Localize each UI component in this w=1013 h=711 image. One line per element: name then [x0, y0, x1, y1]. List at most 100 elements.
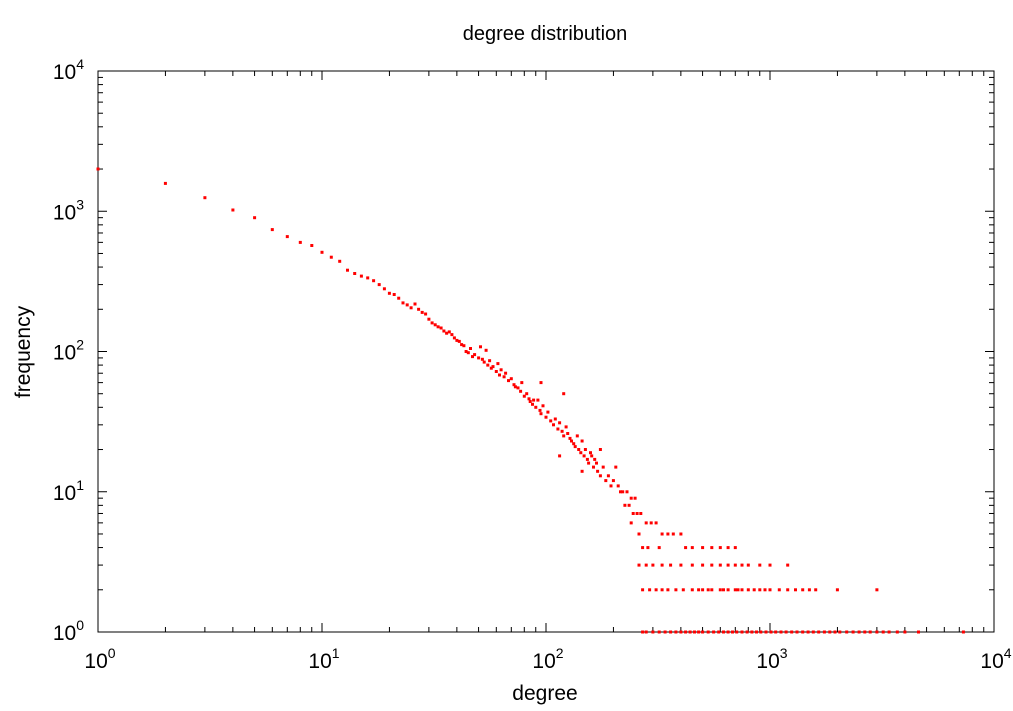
data-point — [433, 323, 437, 327]
data-point — [814, 588, 818, 592]
data-point — [469, 347, 472, 350]
data-point — [575, 434, 579, 438]
data-point — [806, 630, 810, 634]
data-point — [674, 630, 678, 634]
data-point — [489, 366, 493, 370]
data-point — [717, 630, 721, 634]
data-point — [648, 588, 652, 592]
data-point — [641, 630, 645, 634]
data-point — [752, 588, 756, 592]
data-point — [690, 563, 694, 567]
data-point — [733, 563, 737, 567]
data-point — [701, 630, 705, 634]
data-point — [701, 563, 705, 567]
data-point — [546, 410, 550, 414]
data-point — [516, 386, 520, 390]
data-point — [494, 370, 498, 373]
data-point — [285, 235, 289, 239]
data-point — [690, 546, 694, 550]
data-point — [592, 465, 595, 469]
data-point — [455, 338, 459, 342]
data-point — [477, 356, 481, 360]
data-point — [895, 630, 899, 634]
data-point — [768, 563, 772, 567]
x-tick-label: 101 — [308, 645, 339, 673]
data-point — [710, 563, 714, 567]
data-point — [556, 427, 560, 431]
data-point — [625, 490, 629, 494]
data-point — [641, 588, 645, 592]
data-point — [887, 630, 891, 634]
data-point — [961, 630, 965, 634]
data-point — [590, 454, 594, 458]
data-point — [460, 343, 464, 347]
data-point — [629, 496, 633, 500]
data-point — [669, 630, 673, 634]
data-point — [790, 630, 794, 634]
data-point — [750, 630, 754, 634]
data-point — [504, 371, 508, 375]
data-point — [627, 503, 631, 507]
data-point — [733, 546, 737, 550]
data-point — [387, 291, 391, 295]
data-point — [688, 630, 692, 634]
data-point — [583, 448, 587, 451]
y-tick-label: 102 — [53, 337, 84, 365]
data-point — [549, 419, 553, 423]
data-point — [693, 630, 696, 634]
y-tick-labels: 100 101 102 103 104 — [53, 56, 84, 645]
data-point — [409, 306, 413, 310]
data-point — [558, 421, 562, 425]
data-point — [875, 630, 879, 634]
data-point — [359, 274, 363, 278]
data-point — [777, 588, 781, 592]
data-point — [366, 276, 370, 280]
data-point — [755, 630, 758, 634]
x-tick-label: 100 — [84, 645, 115, 673]
data-point — [298, 240, 302, 244]
data-point — [701, 588, 705, 592]
data-point — [801, 588, 805, 592]
data-point — [740, 588, 744, 592]
data-point — [558, 454, 562, 458]
data-point — [718, 588, 722, 592]
data-point — [784, 630, 788, 634]
data-point — [697, 630, 701, 634]
x-axis-title: degree — [512, 682, 577, 705]
data-point — [527, 397, 531, 401]
data-point — [329, 255, 333, 259]
data-point — [623, 503, 627, 507]
data-point — [822, 630, 826, 634]
data-point — [726, 546, 730, 550]
data-point — [427, 317, 431, 321]
data-point — [491, 365, 495, 369]
data-point — [596, 469, 600, 473]
data-point — [587, 461, 591, 465]
data-point — [611, 479, 615, 483]
data-point — [447, 330, 451, 334]
data-point — [534, 405, 538, 409]
data-point — [710, 588, 714, 592]
data-point — [684, 546, 688, 550]
data-point — [585, 457, 589, 461]
data-point — [614, 465, 618, 469]
data-point — [580, 439, 584, 443]
data-point — [718, 563, 722, 567]
data-point — [779, 630, 783, 634]
data-point — [338, 259, 342, 263]
data-point — [868, 630, 872, 634]
data-point — [644, 630, 648, 634]
data-point — [539, 412, 543, 416]
data-point — [654, 588, 658, 592]
data-point — [413, 302, 417, 306]
data-point — [353, 272, 357, 275]
data-point — [442, 329, 446, 333]
data-point — [651, 630, 655, 634]
data-point — [562, 434, 566, 438]
data-point — [466, 351, 470, 355]
data-point — [669, 563, 673, 567]
data-point — [769, 630, 773, 634]
data-point — [801, 630, 805, 634]
data-point — [649, 521, 653, 525]
